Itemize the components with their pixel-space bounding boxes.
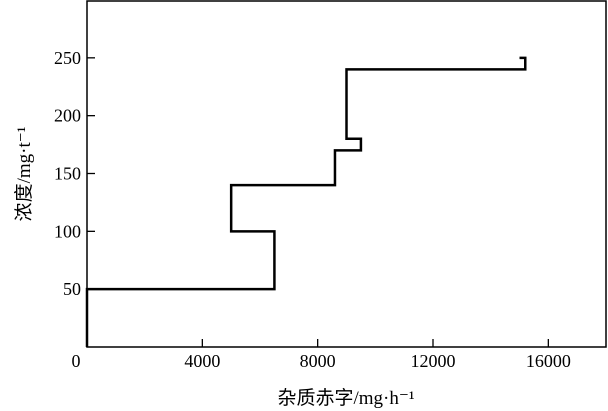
y-tick-label: 100 (54, 221, 81, 241)
series-line (85, 56, 527, 347)
plot-frame (86, 0, 607, 348)
x-tick-label: 16000 (526, 351, 571, 371)
x-tick-label: 0 (72, 351, 81, 371)
y-tick-label: 50 (63, 279, 81, 299)
y-tick-label: 150 (54, 164, 81, 184)
y-tick-label: 250 (54, 48, 81, 68)
x-tick-label: 4000 (184, 351, 220, 371)
y-tick-label: 200 (54, 106, 81, 126)
x-axis-label: 杂质赤字/mg·h⁻¹ (277, 387, 414, 409)
x-tick-label: 12000 (411, 351, 456, 371)
y-axis-label: 浓度/mg·t⁻¹ (13, 126, 35, 221)
x-tick-label: 8000 (300, 351, 336, 371)
